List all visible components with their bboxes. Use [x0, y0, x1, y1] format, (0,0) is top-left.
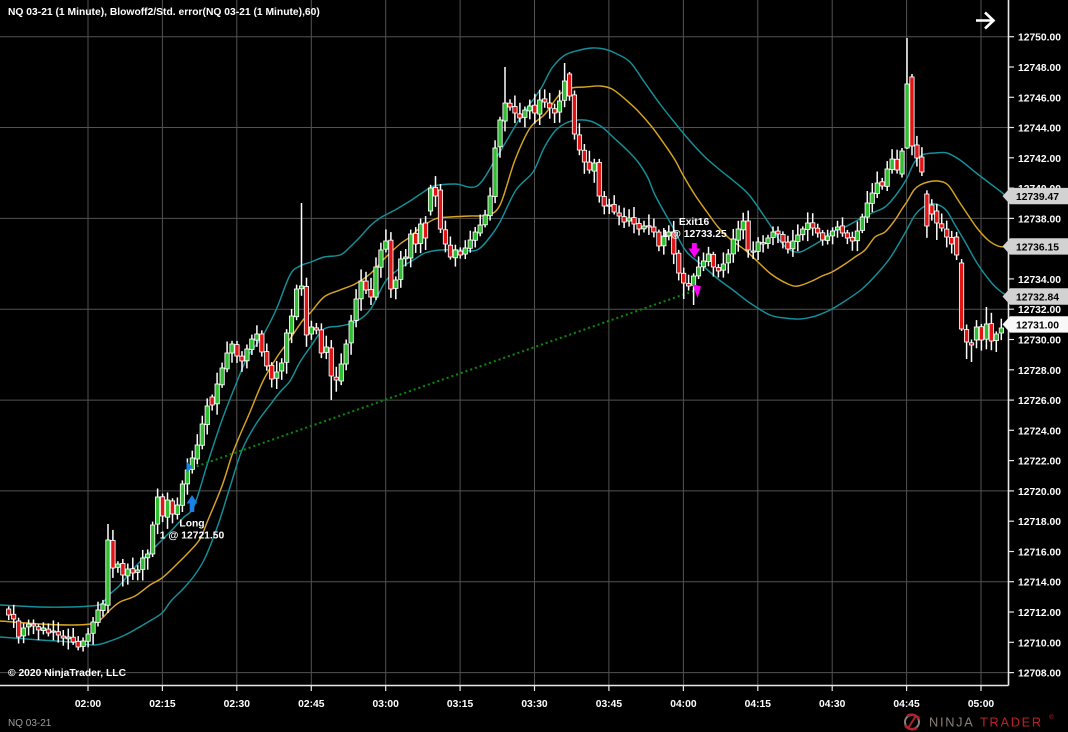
svg-text:© 2020 NinjaTrader, LLC: © 2020 NinjaTrader, LLC: [8, 668, 127, 679]
svg-text:12714.00: 12714.00: [1018, 578, 1061, 589]
svg-text:1 @ 12733.25: 1 @ 12733.25: [662, 229, 727, 240]
svg-text:12716.00: 12716.00: [1018, 548, 1061, 559]
svg-text:12750.00: 12750.00: [1018, 33, 1061, 44]
svg-text:12726.00: 12726.00: [1018, 396, 1061, 407]
svg-text:04:15: 04:15: [745, 699, 772, 710]
svg-text:03:45: 03:45: [596, 699, 623, 710]
svg-text:05:00: 05:00: [968, 699, 995, 710]
svg-text:12732.00: 12732.00: [1018, 305, 1061, 316]
svg-text:12718.00: 12718.00: [1018, 517, 1061, 528]
svg-text:12742.00: 12742.00: [1018, 154, 1061, 165]
svg-text:04:00: 04:00: [670, 699, 697, 710]
svg-text:02:15: 02:15: [149, 699, 176, 710]
svg-text:Long: Long: [179, 519, 204, 530]
svg-text:12736.15: 12736.15: [1016, 242, 1059, 253]
svg-text:12731.00: 12731.00: [1016, 320, 1059, 331]
svg-text:®: ®: [1049, 713, 1054, 721]
svg-text:03:15: 03:15: [447, 699, 474, 710]
svg-text:12712.00: 12712.00: [1018, 608, 1061, 619]
svg-text:12728.00: 12728.00: [1018, 366, 1061, 377]
svg-text:03:00: 03:00: [373, 699, 400, 710]
svg-text:12748.00: 12748.00: [1018, 63, 1061, 74]
svg-text:TRADER: TRADER: [980, 715, 1043, 730]
svg-text:12708.00: 12708.00: [1018, 669, 1061, 680]
svg-text:12734.00: 12734.00: [1018, 275, 1061, 286]
svg-text:12738.00: 12738.00: [1018, 214, 1061, 225]
svg-text:NQ 03-21: NQ 03-21: [8, 718, 52, 729]
svg-text:12746.00: 12746.00: [1018, 93, 1061, 104]
svg-text:03:30: 03:30: [521, 699, 548, 710]
svg-text:12730.00: 12730.00: [1018, 336, 1061, 347]
svg-text:12710.00: 12710.00: [1018, 638, 1061, 649]
svg-text:1 @ 12721.50: 1 @ 12721.50: [160, 531, 225, 542]
svg-text:Exit16: Exit16: [679, 217, 710, 228]
svg-text:12744.00: 12744.00: [1018, 124, 1061, 135]
svg-text:04:45: 04:45: [893, 699, 920, 710]
svg-text:NINJA: NINJA: [929, 715, 974, 730]
svg-text:02:30: 02:30: [224, 699, 251, 710]
svg-text:12720.00: 12720.00: [1018, 487, 1061, 498]
svg-text:04:30: 04:30: [819, 699, 846, 710]
svg-text:12732.84: 12732.84: [1016, 293, 1059, 304]
svg-text:02:00: 02:00: [75, 699, 102, 710]
svg-text:NQ 03-21 (1 Minute), Blowoff2/: NQ 03-21 (1 Minute), Blowoff2/Std. error…: [8, 7, 320, 18]
svg-text:02:45: 02:45: [298, 699, 325, 710]
svg-text:12739.47: 12739.47: [1016, 192, 1059, 203]
svg-text:12722.00: 12722.00: [1018, 457, 1061, 468]
svg-text:12724.00: 12724.00: [1018, 426, 1061, 437]
